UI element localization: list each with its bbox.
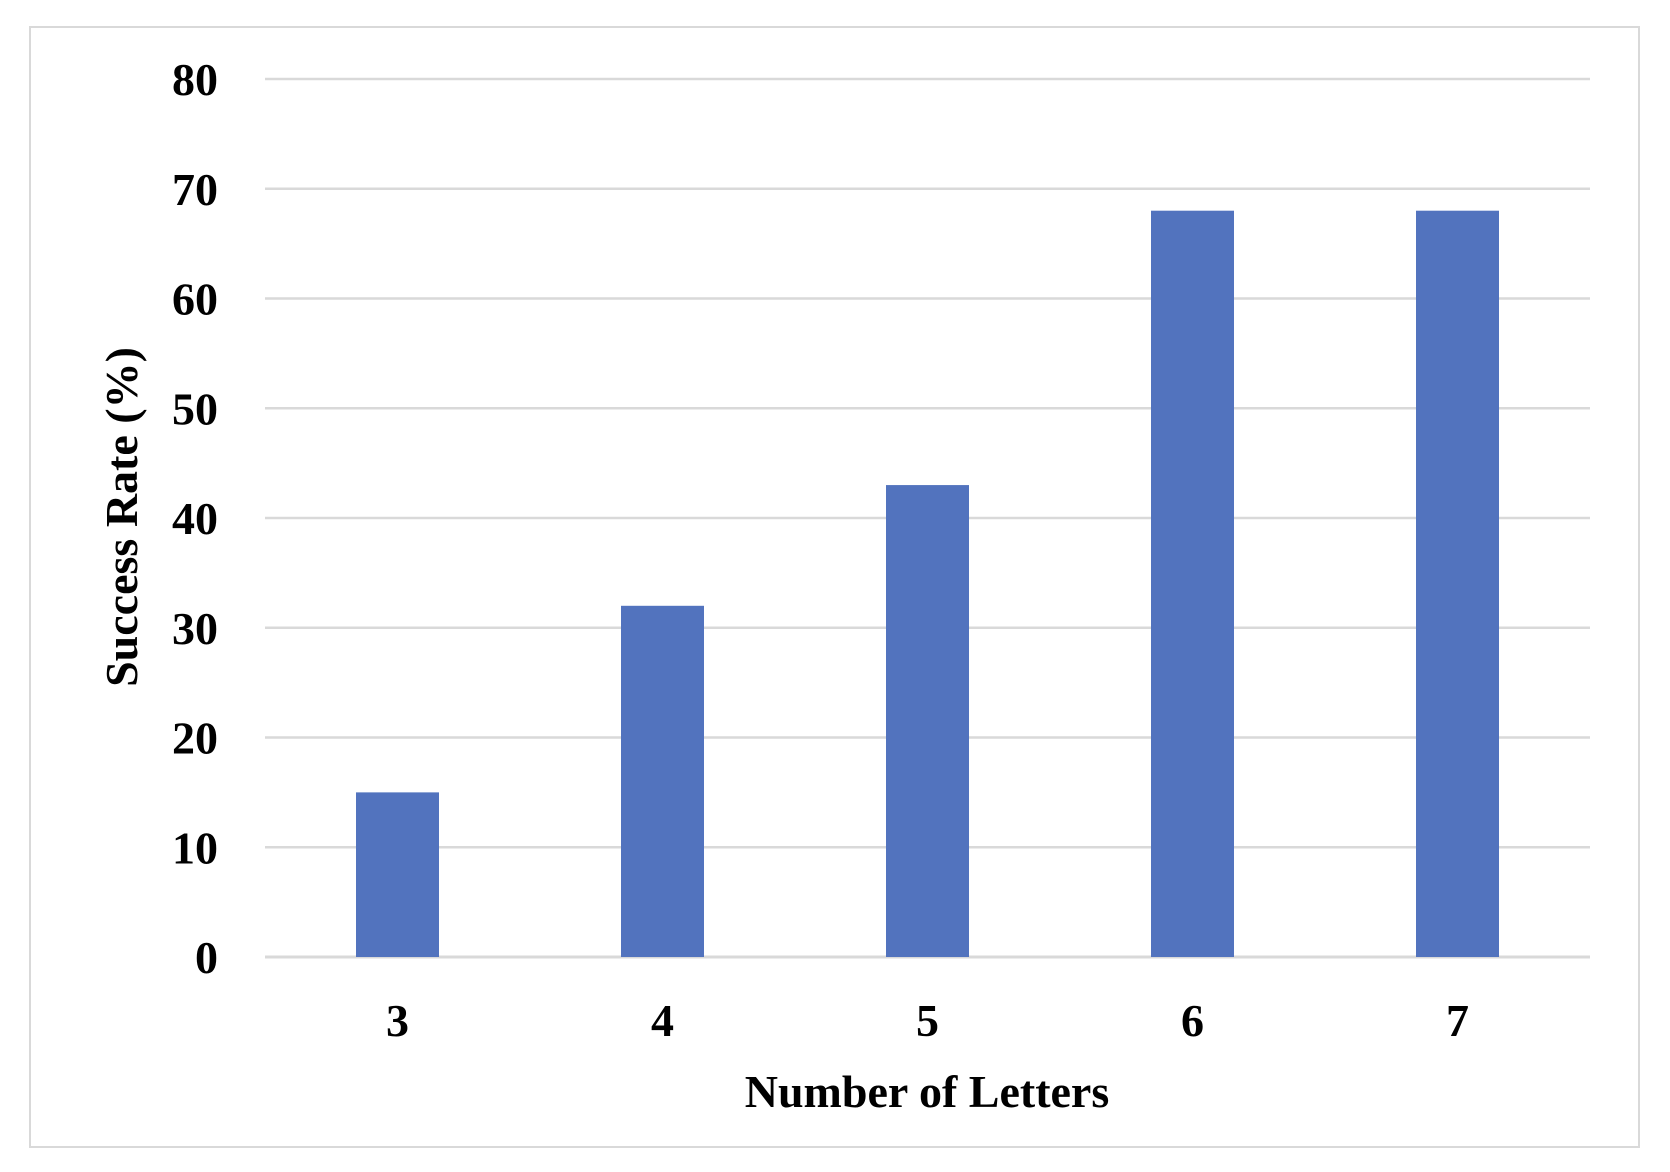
y-axis-ticks: 0 10 20 30 40 50 60 70 80: [172, 54, 218, 983]
y-tick-label: 20: [172, 713, 218, 764]
y-tick-label: 70: [172, 164, 218, 215]
y-tick-label: 30: [172, 603, 218, 654]
bar-5: [886, 485, 969, 957]
x-tick-label: 4: [651, 995, 674, 1046]
bars: [356, 210, 1499, 957]
x-axis-ticks: 3 4 5 6 7: [386, 995, 1469, 1046]
y-tick-label: 40: [172, 493, 218, 544]
y-axis-title: Success Rate (%): [96, 347, 147, 687]
x-tick-label: 7: [1446, 995, 1469, 1046]
bar-7: [1416, 210, 1499, 957]
y-tick-label: 60: [172, 274, 218, 325]
x-tick-label: 3: [386, 995, 409, 1046]
y-tick-label: 10: [172, 822, 218, 873]
bar-4: [621, 605, 704, 957]
x-tick-label: 5: [916, 995, 939, 1046]
x-axis-title: Number of Letters: [745, 1066, 1110, 1117]
y-tick-label: 80: [172, 54, 218, 105]
chart-frame: [29, 26, 1640, 1148]
bar-3: [356, 792, 439, 957]
x-tick-label: 6: [1181, 995, 1204, 1046]
bar-6: [1151, 210, 1234, 957]
y-tick-label: 0: [195, 932, 218, 983]
gridlines: [265, 77, 1590, 959]
y-tick-label: 50: [172, 383, 218, 434]
